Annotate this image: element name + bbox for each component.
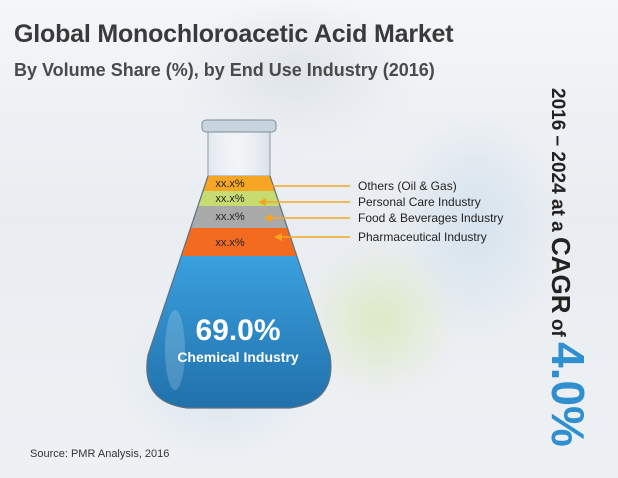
callout-arrowhead-food-beverages bbox=[264, 214, 272, 222]
segment-name-chemical: Chemical Industry bbox=[177, 349, 299, 365]
callout-arrowhead-pharmaceutical bbox=[274, 233, 282, 241]
flask-outline bbox=[146, 175, 332, 409]
segment-label-others: xx.x% bbox=[215, 178, 245, 190]
cagr-value: 4.0% bbox=[542, 342, 594, 447]
callout-label-pharmaceutical: Pharmaceutical Industry bbox=[358, 230, 487, 244]
segment-value-chemical: 69.0% bbox=[195, 314, 280, 347]
source-note: Source: PMR Analysis, 2016 bbox=[30, 448, 170, 460]
segment-label-food-beverages: xx.x% bbox=[215, 211, 245, 223]
callout-label-others: Others (Oil & Gas) bbox=[358, 179, 457, 193]
callout-arrowhead-others bbox=[254, 182, 262, 190]
cagr-at-a: at a bbox=[547, 198, 568, 232]
segment-label-personal-care: xx.x% bbox=[215, 193, 245, 205]
flask-highlight bbox=[165, 310, 185, 390]
callout-label-personal-care: Personal Care Industry bbox=[358, 195, 481, 209]
cagr-label: CAGR bbox=[546, 236, 576, 314]
callout-arrows bbox=[254, 182, 350, 241]
flask-neck bbox=[207, 129, 271, 177]
cagr-of: of bbox=[547, 318, 568, 337]
callout-label-food-beverages: Food & Beverages Industry bbox=[358, 211, 504, 225]
page-title: Global Monochloroacetic Acid Market bbox=[14, 20, 454, 48]
cagr-period: 2016 – 2024 bbox=[547, 88, 568, 194]
callout-arrowhead-personal-care bbox=[258, 198, 266, 206]
flask-rim bbox=[201, 119, 277, 133]
segment-chemical bbox=[146, 256, 331, 408]
cagr-banner: 2016 – 2024 at a CAGR of 4.0% bbox=[542, 88, 595, 468]
segment-label-pharmaceutical: xx.x% bbox=[215, 237, 245, 249]
page-subtitle: By Volume Share (%), by End Use Industry… bbox=[14, 60, 435, 80]
